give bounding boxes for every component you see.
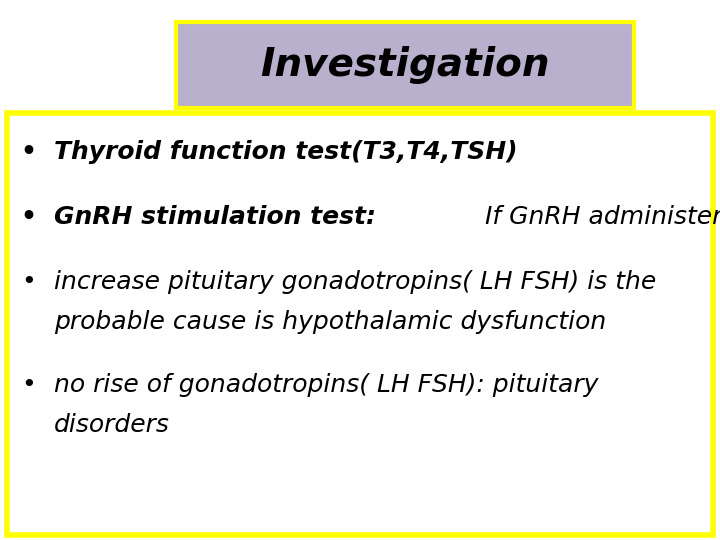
- FancyBboxPatch shape: [176, 22, 634, 108]
- Text: disorders: disorders: [54, 413, 170, 437]
- Text: GnRH stimulation test:: GnRH stimulation test:: [54, 205, 376, 229]
- FancyBboxPatch shape: [7, 113, 713, 535]
- Text: no rise of gonadotropins( LH FSH): pituitary: no rise of gonadotropins( LH FSH): pitui…: [54, 373, 598, 396]
- Text: increase pituitary gonadotropins( LH FSH) is the: increase pituitary gonadotropins( LH FSH…: [54, 270, 656, 294]
- Text: •: •: [21, 140, 37, 164]
- Text: Thyroid function test(T3,T4,TSH): Thyroid function test(T3,T4,TSH): [54, 140, 518, 164]
- Text: •: •: [21, 205, 37, 229]
- Text: probable cause is hypothalamic dysfunction: probable cause is hypothalamic dysfuncti…: [54, 310, 606, 334]
- Text: •: •: [22, 270, 36, 294]
- Text: If GnRH administered: If GnRH administered: [469, 205, 720, 229]
- Text: Investigation: Investigation: [260, 46, 550, 84]
- Text: •: •: [22, 373, 36, 396]
